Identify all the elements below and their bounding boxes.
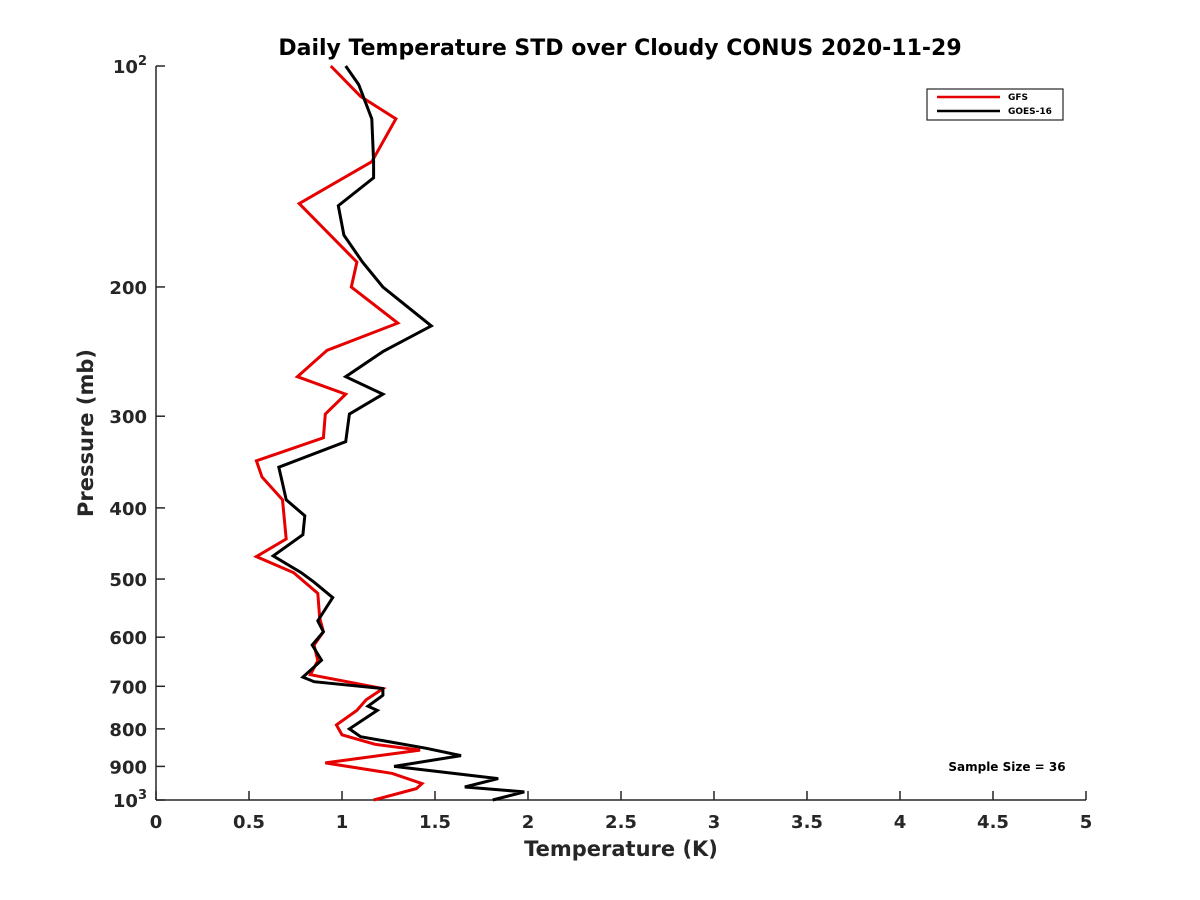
y-tick-label: 800 [109, 720, 147, 741]
y-tick-label: 600 [109, 628, 147, 649]
x-axis-label: Temperature (K) [524, 837, 718, 861]
y-tick-label: 200 [109, 278, 147, 299]
x-tick-label: 2.5 [605, 812, 637, 833]
y-axis-label: Pressure (mb) [74, 349, 98, 517]
sample-size-annotation: Sample Size = 36 [948, 760, 1065, 774]
x-tick-label: 0 [150, 812, 163, 833]
legend-box [926, 88, 1064, 121]
x-tick-label: 1 [336, 812, 349, 833]
x-tick-label: 0.5 [233, 812, 265, 833]
y-tick-label: 900 [109, 757, 147, 778]
x-ticks: 0 0.5 1 1.5 2 2.5 3 3.5 4 4.5 5 [150, 791, 1093, 833]
series-line-gfs [253, 64, 425, 802]
legend: GFS GOES-16 [926, 88, 1064, 121]
y-tick-label: 500 [109, 570, 147, 591]
y-ticks: 102 200 300 400 500 600 700 800 900 103 [109, 54, 165, 812]
y-tick-label: 300 [109, 407, 147, 428]
x-tick-label: 1.5 [419, 812, 451, 833]
legend-label: GFS [1008, 93, 1028, 103]
y-tick-label: 400 [109, 499, 147, 520]
series-lines [253, 64, 525, 802]
x-tick-label: 4.5 [977, 812, 1009, 833]
series-line-goes-16 [270, 65, 525, 802]
x-tick-label: 3.5 [791, 812, 823, 833]
y-tick-label: 103 [113, 788, 147, 812]
x-tick-label: 5 [1080, 812, 1093, 833]
plot-axes [155, 66, 1086, 801]
y-tick-label: 700 [109, 677, 147, 698]
x-tick-label: 3 [708, 812, 721, 833]
x-tick-label: 2 [522, 812, 535, 833]
y-tick-label: 102 [113, 54, 147, 78]
x-tick-label: 4 [894, 812, 907, 833]
legend-label: GOES-16 [1008, 107, 1052, 117]
chart-title: Daily Temperature STD over Cloudy CONUS … [278, 36, 961, 61]
